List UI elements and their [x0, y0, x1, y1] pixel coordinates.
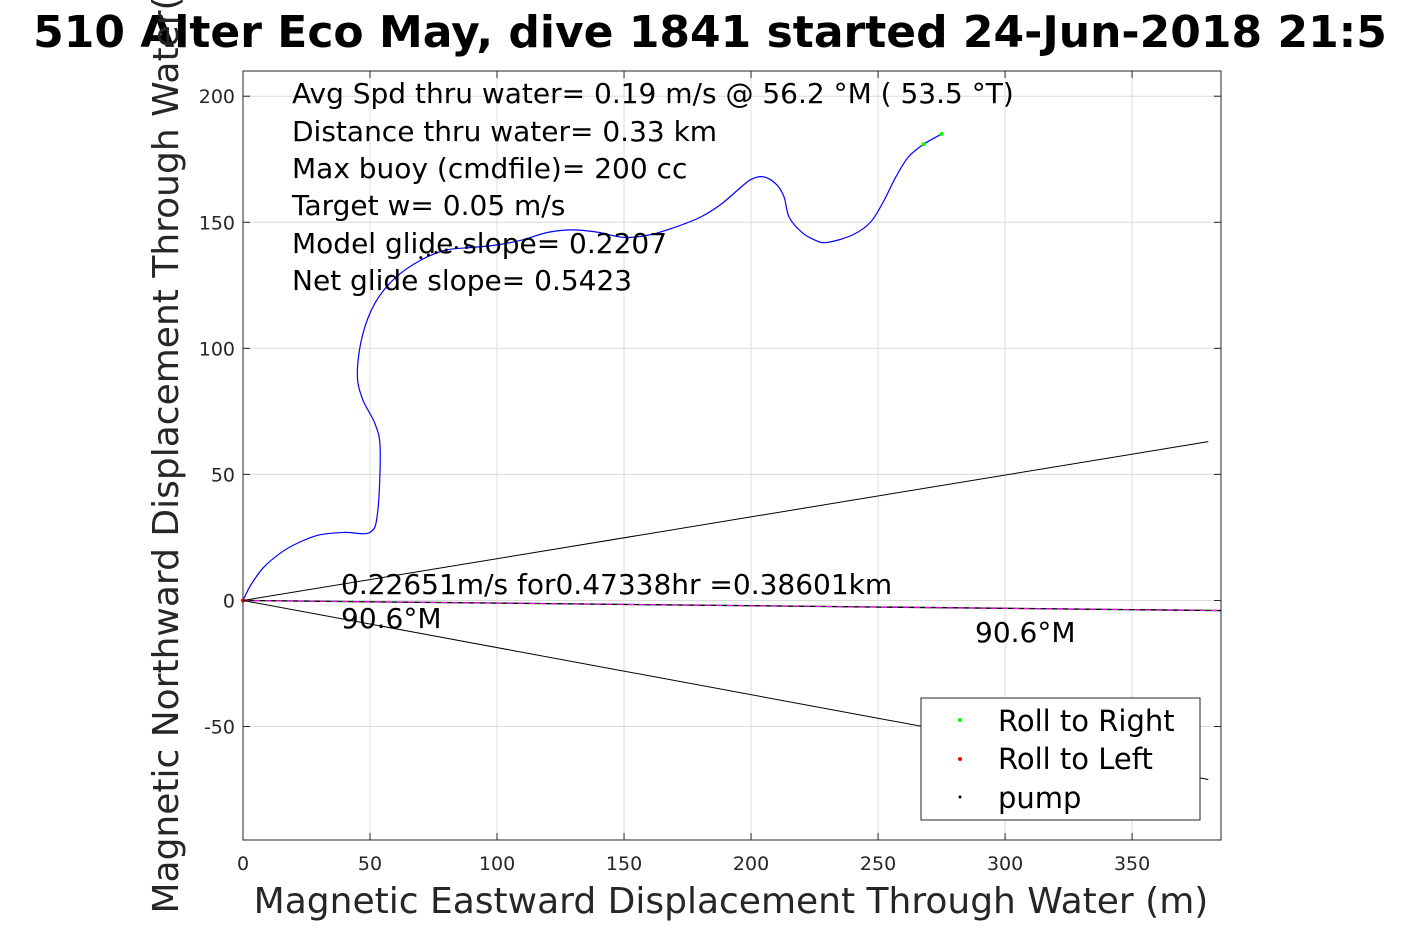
series-upper-bound-line: [242, 441, 1209, 601]
annotation-current-speed: 0.22651m/s for0.47338hr =0.38601km: [341, 568, 892, 601]
legend-marker-roll-right: [958, 718, 962, 722]
point-pump: [434, 251, 438, 255]
x-tick-label: 250: [860, 853, 896, 875]
chart-title: 510 Alter Eco May, dive 1841 started 24-…: [33, 7, 1387, 58]
annotation-heading-right: 90.6°M: [975, 616, 1076, 649]
y-axis-label: Magnetic Northward Displacement Through …: [146, 0, 187, 914]
point-pump: [454, 245, 458, 249]
x-tick-label: 200: [733, 853, 769, 875]
annotation-model-glide: Model glide slope= 0.2207: [292, 227, 667, 260]
grid: [242, 71, 1221, 840]
legend-box: [920, 697, 1201, 821]
y-tick-label: 0: [223, 590, 235, 612]
annotations: Avg Spd thru water= 0.19 m/s @ 56.2 °M (…: [291, 77, 1076, 649]
x-tick-label: 150: [606, 853, 642, 875]
x-tick-label: 300: [987, 853, 1023, 875]
x-axis-label: Magnetic Eastward Displacement Through W…: [254, 881, 1209, 922]
y-tick-label: -50: [204, 717, 235, 739]
point-pump: [465, 245, 469, 249]
legend-marker-roll-left: [958, 757, 962, 761]
x-tick-label: 0: [237, 853, 249, 875]
point-roll-to-right: [921, 142, 926, 147]
annotation-net-glide: Net glide slope= 0.5423: [292, 264, 632, 297]
annotation-heading-left: 90.6°M: [341, 602, 442, 635]
axis-ticks: 0 50 100 150 200 250 300 350 -50 0 50 100 150 200: [199, 71, 1221, 875]
x-tick-label: 350: [1114, 853, 1150, 875]
series-track-line: [242, 133, 942, 601]
y-tick-label: 50: [211, 464, 235, 486]
legend: Roll to Right Roll to Left pump: [920, 697, 1201, 821]
series-heading-dash: [242, 599, 1222, 612]
legend-label-pump: pump: [998, 781, 1081, 815]
y-tick-label: 150: [199, 212, 235, 234]
annotation-max-buoy: Max buoy (cmdfile)= 200 cc: [292, 152, 687, 185]
y-tick-label: 200: [199, 86, 235, 108]
x-tick-label: 50: [358, 853, 382, 875]
legend-label-roll-right: Roll to Right: [998, 704, 1175, 738]
legend-label-roll-left: Roll to Left: [998, 742, 1153, 776]
legend-marker-pump: [958, 795, 962, 799]
point-roll-to-right: [939, 132, 944, 137]
annotation-distance: Distance thru water= 0.33 km: [292, 115, 717, 148]
x-tick-label: 100: [479, 853, 515, 875]
annotation-target-w: Target w= 0.05 m/s: [291, 189, 565, 222]
plot-frame: [242, 70, 1222, 841]
point-pump: [444, 248, 448, 252]
y-tick-label: 100: [199, 338, 235, 360]
point-pump: [426, 253, 430, 257]
annotation-avg-speed: Avg Spd thru water= 0.19 m/s @ 56.2 °M (…: [292, 77, 1014, 110]
point-pump: [419, 256, 423, 260]
